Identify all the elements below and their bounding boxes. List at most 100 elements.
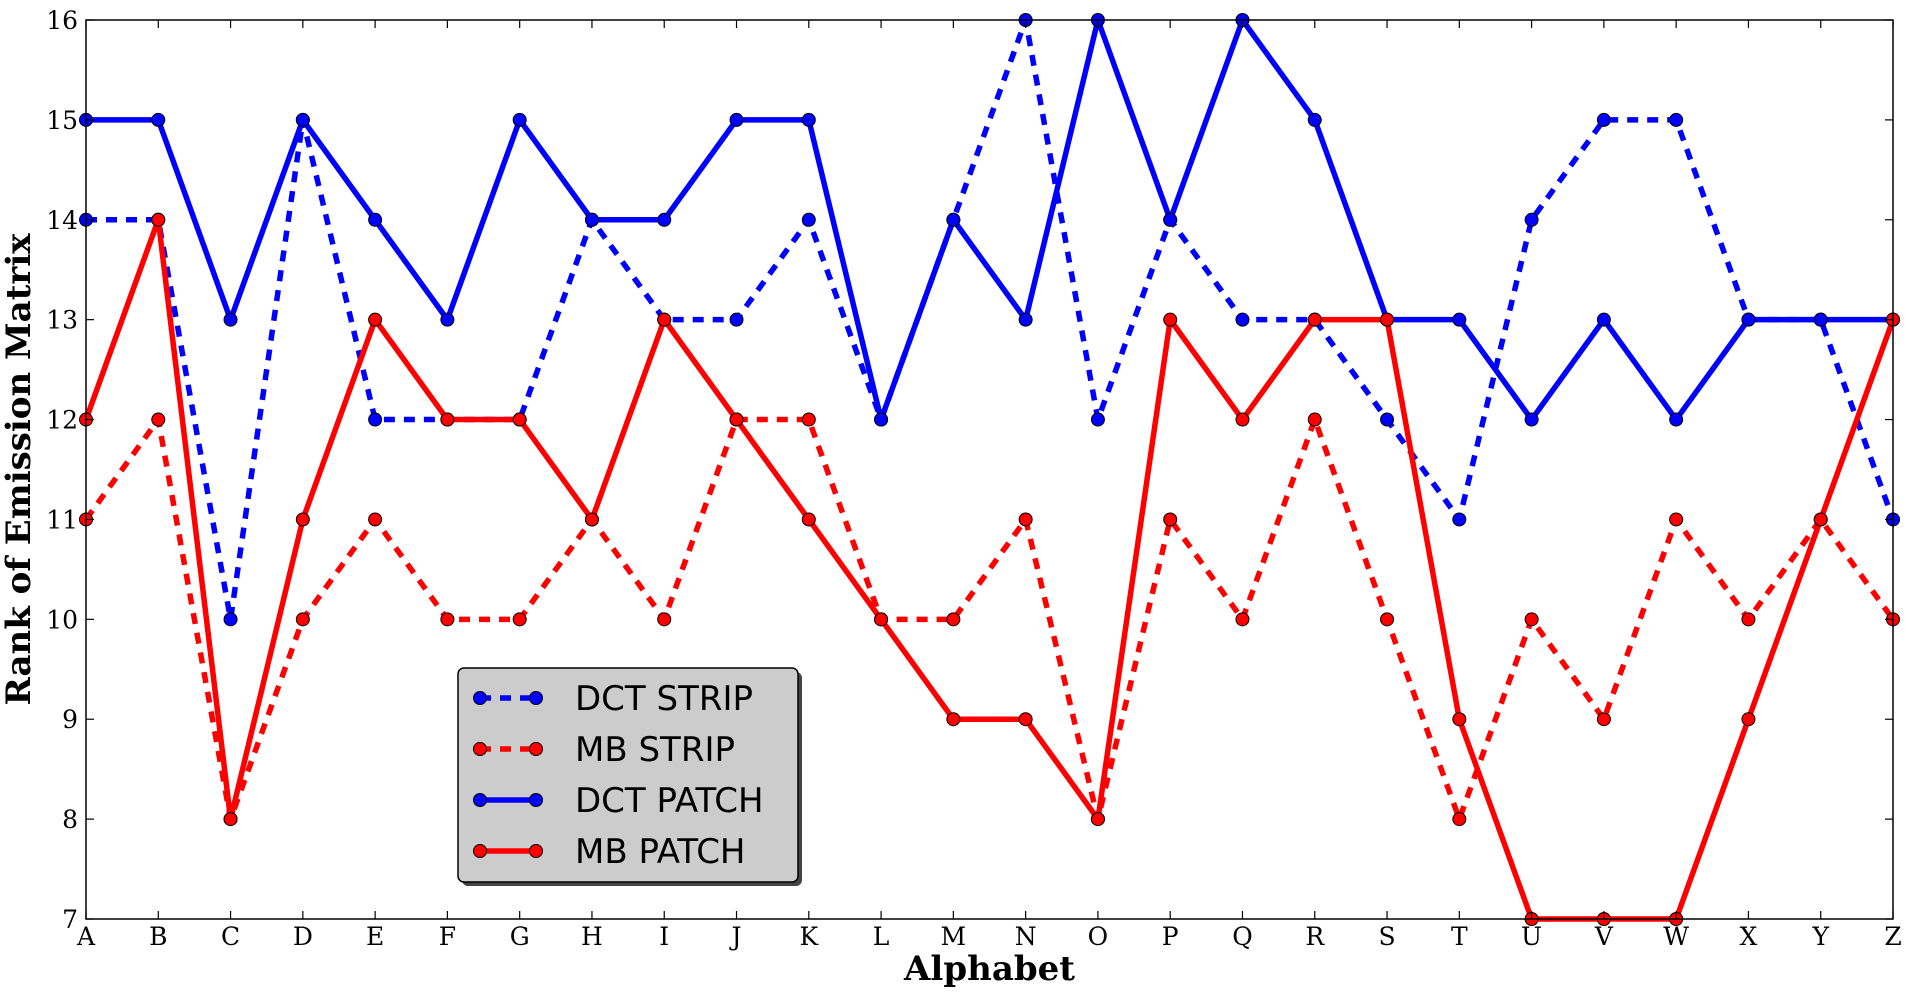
data-point (295, 612, 310, 627)
x-tick-label: X (1740, 922, 1758, 951)
data-point (1235, 412, 1250, 427)
y-tick-label: 16 (46, 6, 78, 35)
data-point (1307, 312, 1322, 327)
x-tick-label: D (293, 922, 313, 951)
data-point (223, 612, 238, 627)
x-tick-label: P (1162, 922, 1179, 951)
x-tick-label: K (799, 922, 819, 951)
legend: DCT STRIP MB STRIP DCT PATCH MB PATCH (457, 667, 802, 886)
series-line-dct-strip (86, 17, 1896, 623)
data-point (657, 312, 672, 327)
data-point (1380, 612, 1395, 627)
x-tick-label: G (510, 922, 530, 951)
data-point (1163, 512, 1178, 527)
y-tick-label: 7 (62, 905, 78, 934)
data-point (584, 212, 599, 227)
x-tick-label: V (1594, 922, 1614, 951)
data-point (1596, 112, 1611, 127)
data-point (1235, 612, 1250, 627)
x-tick-label: W (1663, 922, 1689, 951)
legend-marker (473, 844, 487, 858)
y-tick-label: 10 (46, 605, 78, 634)
data-point (295, 512, 310, 527)
data-point (1524, 412, 1539, 427)
x-tick-label: O (1088, 922, 1109, 951)
data-point (368, 212, 383, 227)
data-point (946, 712, 961, 727)
data-point (874, 612, 889, 627)
data-point (584, 512, 599, 527)
x-tick-label: Z (1884, 922, 1901, 951)
legend-marker (529, 844, 543, 858)
series-dct-patch (79, 13, 1900, 427)
data-point (801, 212, 816, 227)
legend-box (457, 667, 799, 883)
axis-layer: A B C D E F G H I J K L M N O P Q R S T U V W X Y Z 7 8 9 10 11 12 13 14 1… (46, 6, 1902, 951)
data-point (1596, 312, 1611, 327)
x-tick-label: U (1521, 922, 1542, 951)
data-point (1669, 112, 1684, 127)
y-tick-label: 14 (46, 206, 78, 235)
x-tick-label: A (76, 922, 96, 951)
data-point (512, 412, 527, 427)
series-line-mb-patch (83, 217, 1896, 922)
data-point (1596, 712, 1611, 727)
x-tick-label: Q (1232, 922, 1253, 951)
data-point (801, 412, 816, 427)
legend-label: MB PATCH (575, 832, 746, 872)
data-point (1452, 512, 1467, 527)
legend-label: MB STRIP (575, 730, 735, 770)
data-point (729, 412, 744, 427)
x-tick-label: E (366, 922, 384, 951)
data-point (223, 812, 238, 827)
series-mb-strip (79, 412, 1900, 827)
data-point (151, 412, 166, 427)
series-line-dct-patch (86, 17, 1893, 423)
data-point (729, 312, 744, 327)
legend-label: DCT STRIP (575, 679, 753, 719)
data-point (729, 112, 744, 127)
data-point (801, 112, 816, 127)
data-point (1018, 512, 1033, 527)
data-point (512, 112, 527, 127)
data-point (1524, 212, 1539, 227)
data-point (946, 212, 961, 227)
x-tick-label: L (873, 922, 890, 951)
series-dct-strip (79, 13, 1900, 627)
data-point (1090, 412, 1105, 427)
data-point (1669, 512, 1684, 527)
data-point (368, 312, 383, 327)
data-point (1669, 412, 1684, 427)
legend-marker (529, 691, 543, 705)
data-point (657, 212, 672, 227)
data-point (946, 612, 961, 627)
data-point (1813, 512, 1828, 527)
data-point (1741, 612, 1756, 627)
data-point (1813, 312, 1828, 327)
data-point (1018, 312, 1033, 327)
series-line-mb-strip (83, 416, 1896, 822)
series-layer (79, 13, 1900, 926)
data-point (1452, 812, 1467, 827)
data-point (1741, 712, 1756, 727)
x-tick-label: F (439, 922, 456, 951)
data-point (1741, 312, 1756, 327)
data-point (1163, 212, 1178, 227)
data-point (657, 612, 672, 627)
x-tick-label: Y (1811, 922, 1829, 951)
data-point (1090, 812, 1105, 827)
legend-marker (529, 793, 543, 807)
x-tick-label: M (941, 922, 967, 951)
data-point (801, 512, 816, 527)
legend-marker (473, 691, 487, 705)
data-point (1452, 712, 1467, 727)
x-axis-title: Alphabet (903, 949, 1075, 989)
y-tick-label: 12 (46, 406, 78, 435)
x-tick-label: R (1305, 922, 1325, 951)
legend-marker (473, 742, 487, 756)
data-point (295, 112, 310, 127)
data-point (1524, 612, 1539, 627)
data-point (1380, 312, 1395, 327)
legend-marker (529, 742, 543, 756)
